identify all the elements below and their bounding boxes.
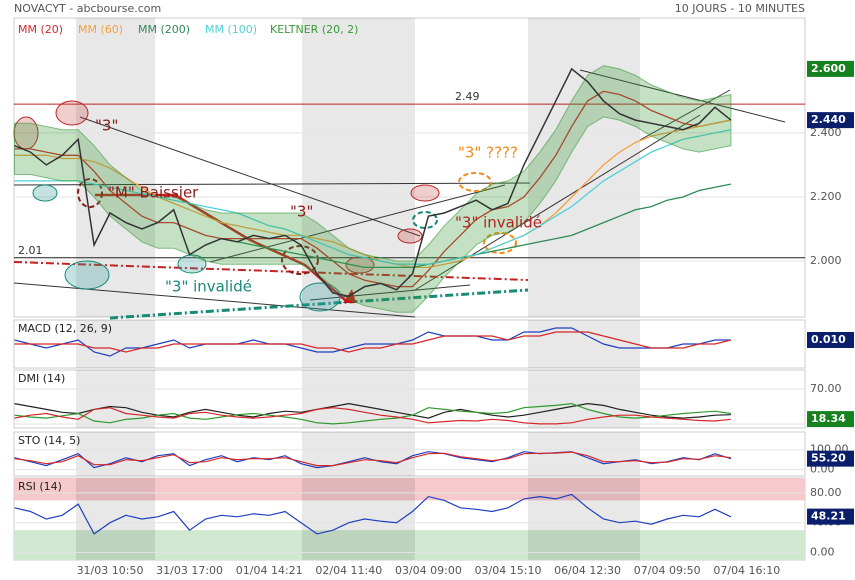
x-tick-label: 31/03 17:00 [156,564,223,577]
x-tick-label: 01/04 14:21 [236,564,303,577]
x-tick-label: 31/03 10:50 [77,564,144,577]
y-tick-label: 80.00 [810,486,842,499]
keltner-band [14,65,732,313]
annotation: "3" invalidé [165,278,252,296]
annotation: "3" invalidé [455,214,542,232]
marker [412,211,438,229]
value-box [807,508,854,525]
session-band [76,370,155,428]
session-band [302,432,415,476]
value-box [807,60,854,77]
legend-entry: KELTNER (20, 2) [270,23,358,36]
marker [281,245,319,275]
session-band [302,478,415,560]
marker [32,184,58,202]
indicator-line [14,402,731,425]
marker [55,100,89,126]
x-tick-label: 03/04 15:10 [475,564,542,577]
value-box-label: 2.600 [811,62,846,75]
trend-line [209,184,506,263]
value-box [807,450,854,467]
chart-subtitle: 10 JOURS - 10 MINUTES [675,2,805,15]
marker [397,228,423,244]
y-tick-label: 2.400 [810,126,842,139]
indicator-line [14,493,732,535]
legend-entry: MM (20) [18,23,63,36]
moving-average [14,90,732,288]
x-tick-label: 07/04 16:10 [713,564,780,577]
panel [13,431,806,477]
marker [64,260,110,290]
moving-average [237,183,732,269]
session-band [528,320,640,368]
y-tick-label: 2.000 [810,254,842,267]
session-band [76,432,155,476]
value-box [807,112,854,129]
chart-title: NOVACYT - abcbourse.com [14,2,161,15]
x-tick-label: 06/04 12:30 [554,564,621,577]
indicator-line [14,331,732,353]
trend-line [414,114,701,291]
indicator-line [14,327,731,357]
legend-entry: MM (100) [205,23,257,36]
session-band [528,432,640,476]
marker [458,172,492,192]
session-band [302,370,415,428]
session-band [528,370,640,428]
x-tick-label: 03/04 09:00 [395,564,462,577]
value-box-label: 48.21 [811,510,846,523]
value-box [807,332,854,348]
value-box [807,411,854,428]
x-tick-label: 07/04 09:50 [634,564,701,577]
marker [483,232,517,254]
panel-title: STO (14, 5) [18,434,80,447]
trend-line [639,89,731,141]
moving-average [14,119,732,269]
value-box-label: 55.20 [811,452,846,465]
zone [14,478,805,501]
y-tick-label: 70.00 [810,382,842,395]
annotation: "3" [290,203,313,221]
panel-title: DMI (14) [18,372,65,385]
y-tick-label: 0.00 [810,546,835,559]
trend-lines [13,69,786,320]
x-tick-label: 02/04 11:40 [315,564,382,577]
trend-line [579,69,786,123]
indicator-line [14,451,731,467]
session-band [76,18,155,317]
level-label: 2.01 [18,244,43,257]
panel-title: RSI (14) [18,480,62,493]
annotation: "3" ???? [458,144,518,162]
price-line [14,67,732,297]
level-label: 2.49 [455,90,480,103]
marker [77,178,103,208]
annotation: "M" Baissier [108,184,199,202]
legend-entry: MM (200) [138,23,190,36]
trend-line [79,116,421,237]
session-band [76,320,155,368]
marker [177,254,207,274]
indicator-line [14,402,731,419]
indicator-line [14,407,731,425]
value-box-label: 18.34 [811,412,846,425]
annotation: "3" [95,117,118,135]
marker [410,184,440,202]
value-box-label: 0.010 [811,333,846,346]
trend-line [109,288,529,320]
trend-line [13,261,529,281]
moving-average [14,129,732,265]
y-tick-label: 2.200 [810,190,842,203]
zone [14,530,805,560]
legend-entry: MM (60) [78,23,123,36]
session-band [528,478,640,560]
value-box-label: 2.440 [811,113,846,126]
panel-title: MACD (12, 26, 9) [18,322,112,335]
trend-line [309,284,471,301]
